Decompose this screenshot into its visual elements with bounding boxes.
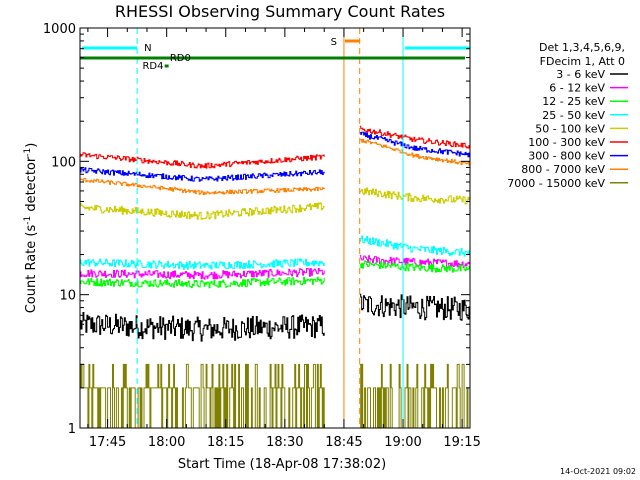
legend-entry-label: 3 - 6 keV bbox=[556, 68, 605, 81]
decimation-label-rd4: RD4 bbox=[142, 61, 163, 72]
legend-entry-label: 50 - 100 keV bbox=[535, 122, 605, 135]
legend-entry-label: 800 - 7000 keV bbox=[521, 163, 605, 176]
x-tick-label: 19:00 bbox=[384, 435, 421, 450]
series-line-7-segment-1 bbox=[80, 167, 325, 182]
y-tick-label: 10 bbox=[59, 289, 76, 304]
series-line-2-segment-2 bbox=[359, 254, 471, 268]
series-line-2-segment-1 bbox=[80, 267, 325, 280]
y-axis-label: Count Rate (s-1 detector-1) bbox=[23, 143, 39, 314]
x-tick-label: 18:30 bbox=[266, 435, 303, 450]
legend-entry-label: 12 - 25 keV bbox=[542, 95, 605, 108]
y-label-part-2: detector bbox=[24, 156, 39, 216]
plot-frame bbox=[79, 27, 471, 429]
legend-entry-label: 25 - 50 keV bbox=[542, 109, 605, 122]
series-line-3-segment-2 bbox=[359, 260, 471, 273]
legend-entry-label: 7000 - 15000 keV bbox=[507, 177, 605, 190]
series-line-1-segment-1 bbox=[80, 312, 325, 342]
y-label-sup-1: -1 bbox=[23, 216, 33, 225]
y-label-part-1: Count Rate (s bbox=[24, 225, 39, 314]
series-line-5-segment-2 bbox=[359, 187, 471, 205]
saa-label: S bbox=[331, 37, 337, 48]
y-label-sup-2: -1 bbox=[23, 148, 33, 157]
y-tick-label: 1 bbox=[68, 422, 76, 437]
y-tick-label: 100 bbox=[51, 155, 76, 170]
x-axis-label: Start Time (18-Apr-08 17:38:02) bbox=[178, 457, 386, 472]
chart-title: RHESSI Observing Summary Count Rates bbox=[115, 2, 445, 21]
x-tick-label: 18:45 bbox=[325, 435, 362, 450]
series-line-7-segment-2 bbox=[359, 131, 471, 158]
axis-layer: 1 10 100 1000 17:45 18:00 18:15 18:30 18:45 19:00… bbox=[43, 22, 481, 450]
y-tick-label: 1000 bbox=[43, 22, 76, 37]
series-line-4-segment-2 bbox=[359, 235, 471, 257]
series-line-9-segment-2 bbox=[359, 363, 471, 429]
legend-entry-label: 6 - 12 keV bbox=[549, 82, 605, 95]
decimation-label-rd0: RD0 bbox=[170, 53, 191, 64]
series-line-4-segment-1 bbox=[80, 258, 325, 270]
series-line-8-segment-2 bbox=[359, 138, 471, 166]
night-label: N bbox=[144, 43, 151, 54]
legend-entry-label: 100 - 300 keV bbox=[528, 136, 605, 149]
legend-header-line-2: FDecim 1, Att 0 bbox=[540, 55, 625, 68]
series-line-3-segment-1 bbox=[80, 276, 325, 289]
series-line-9-segment-1 bbox=[80, 363, 325, 429]
y-label-part-3: ) bbox=[24, 143, 39, 148]
x-tick-label: 19:15 bbox=[443, 435, 480, 450]
series-line-6-segment-2 bbox=[359, 125, 471, 149]
series-line-1-segment-2 bbox=[359, 293, 471, 321]
marker-layer: N S RD0 RD4 bbox=[80, 28, 470, 428]
x-tick-label: 18:15 bbox=[207, 435, 244, 450]
series-layer bbox=[80, 125, 471, 429]
series-line-6-segment-1 bbox=[80, 152, 325, 169]
series-line-8-segment-1 bbox=[80, 177, 325, 196]
x-tick-label: 18:00 bbox=[148, 435, 185, 450]
legend-header-line-1: Det 1,3,4,5,6,9, bbox=[539, 41, 625, 54]
date-stamp: 14-Oct-2021 09:02 bbox=[560, 467, 636, 476]
x-tick-label: 17:45 bbox=[89, 435, 126, 450]
series-line-5-segment-1 bbox=[80, 202, 325, 220]
legend-entry-label: 300 - 800 keV bbox=[528, 150, 605, 163]
